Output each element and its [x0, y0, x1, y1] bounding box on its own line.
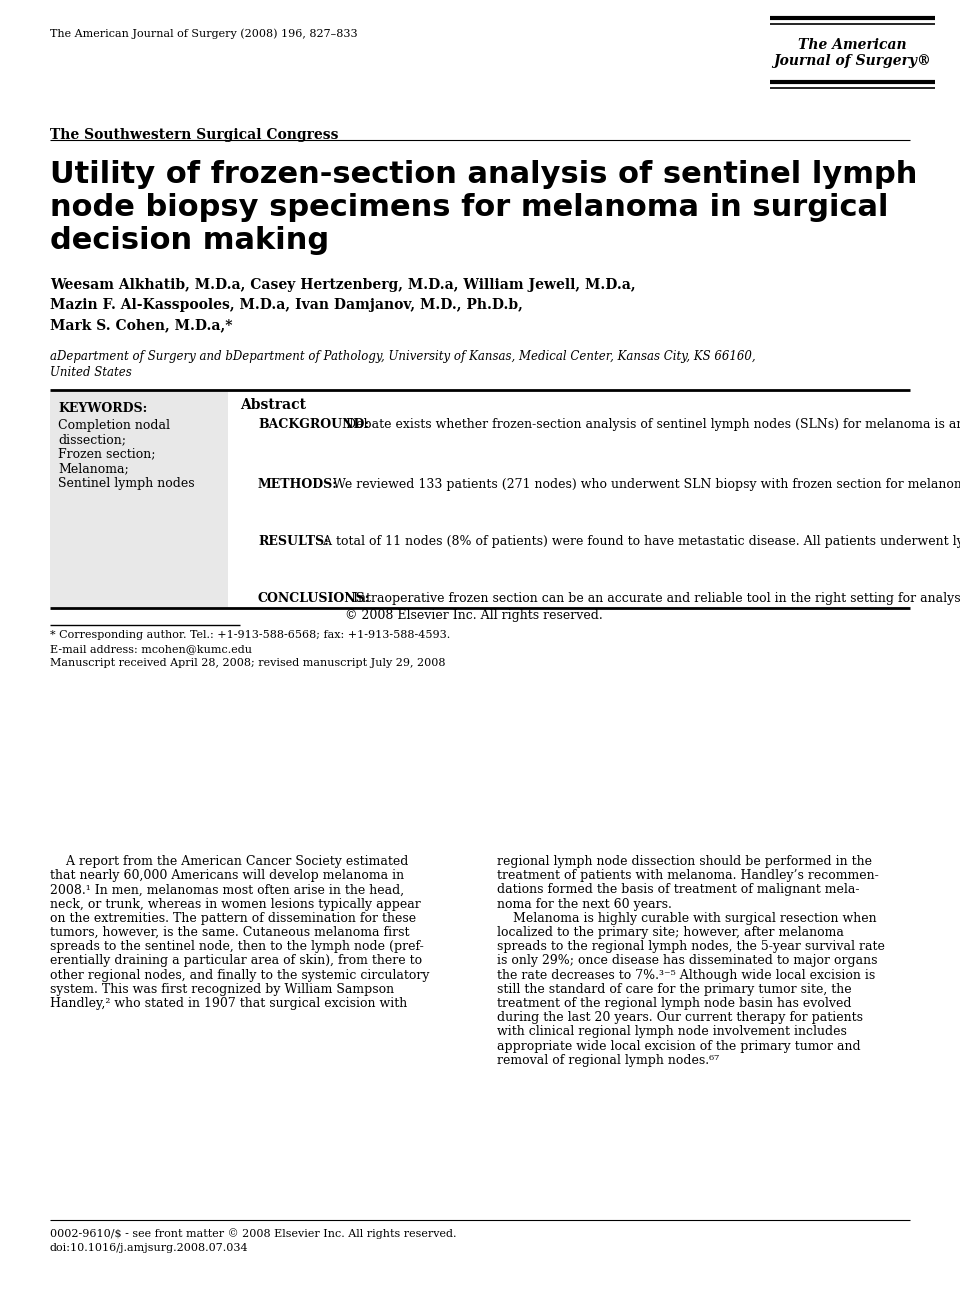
Text: node biopsy specimens for melanoma in surgical: node biopsy specimens for melanoma in su… [50, 194, 889, 222]
Text: KEYWORDS:: KEYWORDS: [58, 402, 147, 415]
Text: Handley,² who stated in 1907 that surgical excision with: Handley,² who stated in 1907 that surgic… [50, 997, 407, 1010]
Text: 0002-9610/$ - see front matter © 2008 Elsevier Inc. All rights reserved.: 0002-9610/$ - see front matter © 2008 El… [50, 1228, 457, 1238]
Text: Melanoma is highly curable with surgical resection when: Melanoma is highly curable with surgical… [497, 912, 876, 925]
Text: erentially draining a particular area of skin), from there to: erentially draining a particular area of… [50, 955, 422, 968]
Text: 2008.¹ In men, melanomas most often arise in the head,: 2008.¹ In men, melanomas most often aris… [50, 884, 404, 897]
Text: aDepartment of Surgery and bDepartment of Pathology, University of Kansas, Medic: aDepartment of Surgery and bDepartment o… [50, 350, 756, 362]
Text: noma for the next 60 years.: noma for the next 60 years. [497, 898, 672, 911]
Text: dissection;: dissection; [58, 433, 126, 446]
Text: doi:10.1016/j.amjsurg.2008.07.034: doi:10.1016/j.amjsurg.2008.07.034 [50, 1244, 249, 1253]
Text: regional lymph node dissection should be performed in the: regional lymph node dissection should be… [497, 855, 872, 868]
Text: A total of 11 nodes (8% of patients) were found to have metastatic disease. All : A total of 11 nodes (8% of patients) wer… [315, 535, 960, 548]
Text: BACKGROUND:: BACKGROUND: [258, 418, 369, 431]
Text: CONCLUSIONS:: CONCLUSIONS: [258, 592, 371, 605]
Text: We reviewed 133 patients (271 nodes) who underwent SLN biopsy with frozen sectio: We reviewed 133 patients (271 nodes) who… [325, 479, 960, 491]
Text: system. This was first recognized by William Sampson: system. This was first recognized by Wil… [50, 983, 395, 996]
Text: Journal of Surgery®: Journal of Surgery® [773, 54, 931, 68]
Text: localized to the primary site; however, after melanoma: localized to the primary site; however, … [497, 926, 844, 939]
Text: Sentinel lymph nodes: Sentinel lymph nodes [58, 477, 195, 490]
Text: * Corresponding author. Tel.: +1-913-588-6568; fax: +1-913-588-4593.: * Corresponding author. Tel.: +1-913-588… [50, 630, 450, 640]
Text: The American: The American [798, 37, 906, 52]
Text: tumors, however, is the same. Cutaneous melanoma first: tumors, however, is the same. Cutaneous … [50, 926, 410, 939]
Text: decision making: decision making [50, 226, 329, 255]
Text: other regional nodes, and finally to the systemic circulatory: other regional nodes, and finally to the… [50, 969, 429, 982]
Text: neck, or trunk, whereas in women lesions typically appear: neck, or trunk, whereas in women lesions… [50, 898, 420, 911]
Text: treatment of patients with melanoma. Handley’s recommen-: treatment of patients with melanoma. Han… [497, 869, 878, 882]
Text: Mark S. Cohen, M.D.a,*: Mark S. Cohen, M.D.a,* [50, 319, 232, 332]
Text: dations formed the basis of treatment of malignant mela-: dations formed the basis of treatment of… [497, 884, 859, 897]
Text: United States: United States [50, 366, 132, 379]
Text: removal of regional lymph nodes.⁶⁷: removal of regional lymph nodes.⁶⁷ [497, 1054, 719, 1067]
Text: Debate exists whether frozen-section analysis of sentinel lymph nodes (SLNs) for: Debate exists whether frozen-section ana… [338, 418, 960, 431]
Text: Completion nodal: Completion nodal [58, 419, 170, 432]
Text: treatment of the regional lymph node basin has evolved: treatment of the regional lymph node bas… [497, 997, 852, 1010]
Text: METHODS:: METHODS: [258, 479, 338, 491]
Text: spreads to the sentinel node, then to the lymph node (pref-: spreads to the sentinel node, then to th… [50, 940, 423, 953]
Bar [50, 392, 228, 608]
Text: The Southwestern Surgical Congress: The Southwestern Surgical Congress [50, 128, 339, 142]
Text: Mazin F. Al-Kasspooles, M.D.a, Ivan Damjanov, M.D., Ph.D.b,: Mazin F. Al-Kasspooles, M.D.a, Ivan Damj… [50, 298, 523, 312]
Text: is only 29%; once disease has disseminated to major organs: is only 29%; once disease has disseminat… [497, 955, 877, 968]
Text: during the last 20 years. Our current therapy for patients: during the last 20 years. Our current th… [497, 1011, 863, 1024]
Text: on the extremities. The pattern of dissemination for these: on the extremities. The pattern of disse… [50, 912, 416, 925]
Text: The American Journal of Surgery (2008) 196, 827–833: The American Journal of Surgery (2008) 1… [50, 28, 358, 39]
Text: Frozen section;: Frozen section; [58, 448, 156, 461]
Text: the rate decreases to 7%.³⁻⁵ Although wide local excision is: the rate decreases to 7%.³⁻⁵ Although wi… [497, 969, 876, 982]
Text: RESULTS:: RESULTS: [258, 535, 328, 548]
Text: spreads to the regional lymph nodes, the 5-year survival rate: spreads to the regional lymph nodes, the… [497, 940, 885, 953]
Text: still the standard of care for the primary tumor site, the: still the standard of care for the prima… [497, 983, 852, 996]
Text: Manuscript received April 28, 2008; revised manuscript July 29, 2008: Manuscript received April 28, 2008; revi… [50, 658, 445, 668]
Text: Utility of frozen-section analysis of sentinel lymph: Utility of frozen-section analysis of se… [50, 160, 918, 190]
Text: that nearly 60,000 Americans will develop melanoma in: that nearly 60,000 Americans will develo… [50, 869, 404, 882]
Text: Intraoperative frozen section can be an accurate and reliable tool in the right : Intraoperative frozen section can be an … [345, 592, 960, 622]
Text: Weesam Alkhatib, M.D.a, Casey Hertzenberg, M.D.a, William Jewell, M.D.a,: Weesam Alkhatib, M.D.a, Casey Hertzenber… [50, 279, 636, 292]
Text: appropriate wide local excision of the primary tumor and: appropriate wide local excision of the p… [497, 1040, 860, 1053]
Text: E-mail address: mcohen@kumc.edu: E-mail address: mcohen@kumc.edu [50, 644, 252, 654]
Text: Melanoma;: Melanoma; [58, 462, 129, 475]
Text: with clinical regional lymph node involvement includes: with clinical regional lymph node involv… [497, 1026, 847, 1038]
Text: Abstract: Abstract [240, 399, 306, 412]
Text: A report from the American Cancer Society estimated: A report from the American Cancer Societ… [50, 855, 408, 868]
